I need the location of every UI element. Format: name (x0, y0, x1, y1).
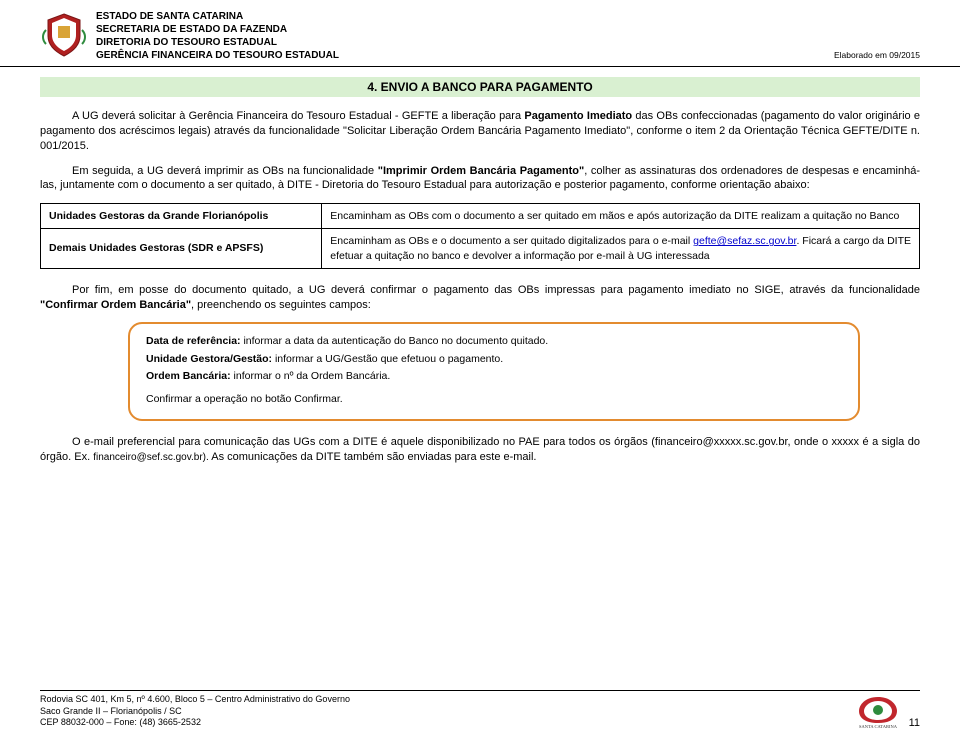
header-line: GERÊNCIA FINANCEIRA DO TESOURO ESTADUAL (96, 49, 834, 62)
footer-line: Rodovia SC 401, Km 5, nº 4.600, Bloco 5 … (40, 694, 350, 706)
table-cell-right: Encaminham as OBs com o documento a ser … (322, 204, 920, 229)
paragraph: Por fim, em posse do documento quitado, … (40, 283, 920, 313)
text-run: , preenchendo os seguintes campos: (191, 299, 371, 311)
footer-address: Rodovia SC 401, Km 5, nº 4.600, Bloco 5 … (40, 694, 350, 729)
paragraph: Em seguida, a UG deverá imprimir as OBs … (40, 164, 920, 194)
header-org-lines: ESTADO DE SANTA CATARINA SECRETARIA DE E… (96, 10, 834, 62)
sc-logo-icon: SANTA CATARINA (853, 695, 903, 729)
callout-line: Ordem Bancária: informar o nº da Ordem B… (146, 369, 842, 384)
table-row: Unidades Gestoras da Grande Florianópoli… (41, 204, 920, 229)
header-line: ESTADO DE SANTA CATARINA (96, 10, 834, 23)
svg-text:SANTA CATARINA: SANTA CATARINA (859, 724, 898, 729)
state-crest-icon (40, 10, 88, 58)
table-cell-left: Demais Unidades Gestoras (SDR e APSFS) (41, 229, 322, 268)
label: Unidade Gestora/Gestão: (146, 353, 272, 365)
text-bold: "Confirmar Ordem Bancária" (40, 299, 191, 311)
text-run: Encaminham as OBs e o documento a ser qu… (330, 235, 693, 247)
label: Data de referência: (146, 335, 241, 347)
header-line: SECRETARIA DE ESTADO DA FAZENDA (96, 23, 834, 36)
text-run: informar a UG/Gestão que efetuou o pagam… (272, 353, 503, 365)
callout-line: Unidade Gestora/Gestão: informar a UG/Ge… (146, 352, 842, 367)
callout-line: Confirmar a operação no botão Confirmar. (146, 392, 842, 407)
page-content: 4. ENVIO A BANCO PARA PAGAMENTO A UG dev… (0, 67, 960, 465)
text-run: Em seguida, a UG deverá imprimir as OBs … (72, 165, 378, 177)
table-cell-left: Unidades Gestoras da Grande Florianópoli… (41, 204, 322, 229)
text-run: As comunicações da DITE também são envia… (209, 451, 537, 463)
text-bold: "Imprimir Ordem Bancária Pagamento" (378, 165, 584, 177)
footer-right: SANTA CATARINA 11 (853, 695, 920, 729)
text-small: financeiro@sef.sc.gov.br). (93, 452, 209, 463)
table-row: Demais Unidades Gestoras (SDR e APSFS) E… (41, 229, 920, 268)
paragraph: A UG deverá solicitar à Gerência Finance… (40, 109, 920, 154)
label: Ordem Bancária: (146, 370, 231, 382)
section-title: 4. ENVIO A BANCO PARA PAGAMENTO (40, 77, 920, 97)
email-link[interactable]: gefte@sefaz.sc.gov.br (693, 235, 796, 247)
paragraph: O e-mail preferencial para comunicação d… (40, 435, 920, 465)
text-run: A UG deverá solicitar à Gerência Finance… (72, 110, 524, 122)
text-bold: Pagamento Imediato (524, 110, 632, 122)
footer-line: Saco Grande II – Florianópolis / SC (40, 706, 350, 718)
footer-line: CEP 88032-000 – Fone: (48) 3665-2532 (40, 717, 350, 729)
callout-line: Data de referência: informar a data da a… (146, 334, 842, 349)
text-run: informar a data da autenticação do Banco… (241, 335, 549, 347)
header-line: DIRETORIA DO TESOURO ESTADUAL (96, 36, 834, 49)
page-number: 11 (909, 717, 920, 729)
page-footer: Rodovia SC 401, Km 5, nº 4.600, Bloco 5 … (40, 690, 920, 729)
routing-table: Unidades Gestoras da Grande Florianópoli… (40, 203, 920, 269)
text-run: Por fim, em posse do documento quitado, … (72, 284, 920, 296)
text-run: informar o nº da Ordem Bancária. (231, 370, 391, 382)
table-cell-right: Encaminham as OBs e o documento a ser qu… (322, 229, 920, 268)
header-date: Elaborado em 09/2015 (834, 50, 920, 62)
page-header: ESTADO DE SANTA CATARINA SECRETARIA DE E… (0, 0, 960, 67)
callout-box: Data de referência: informar a data da a… (128, 322, 860, 421)
